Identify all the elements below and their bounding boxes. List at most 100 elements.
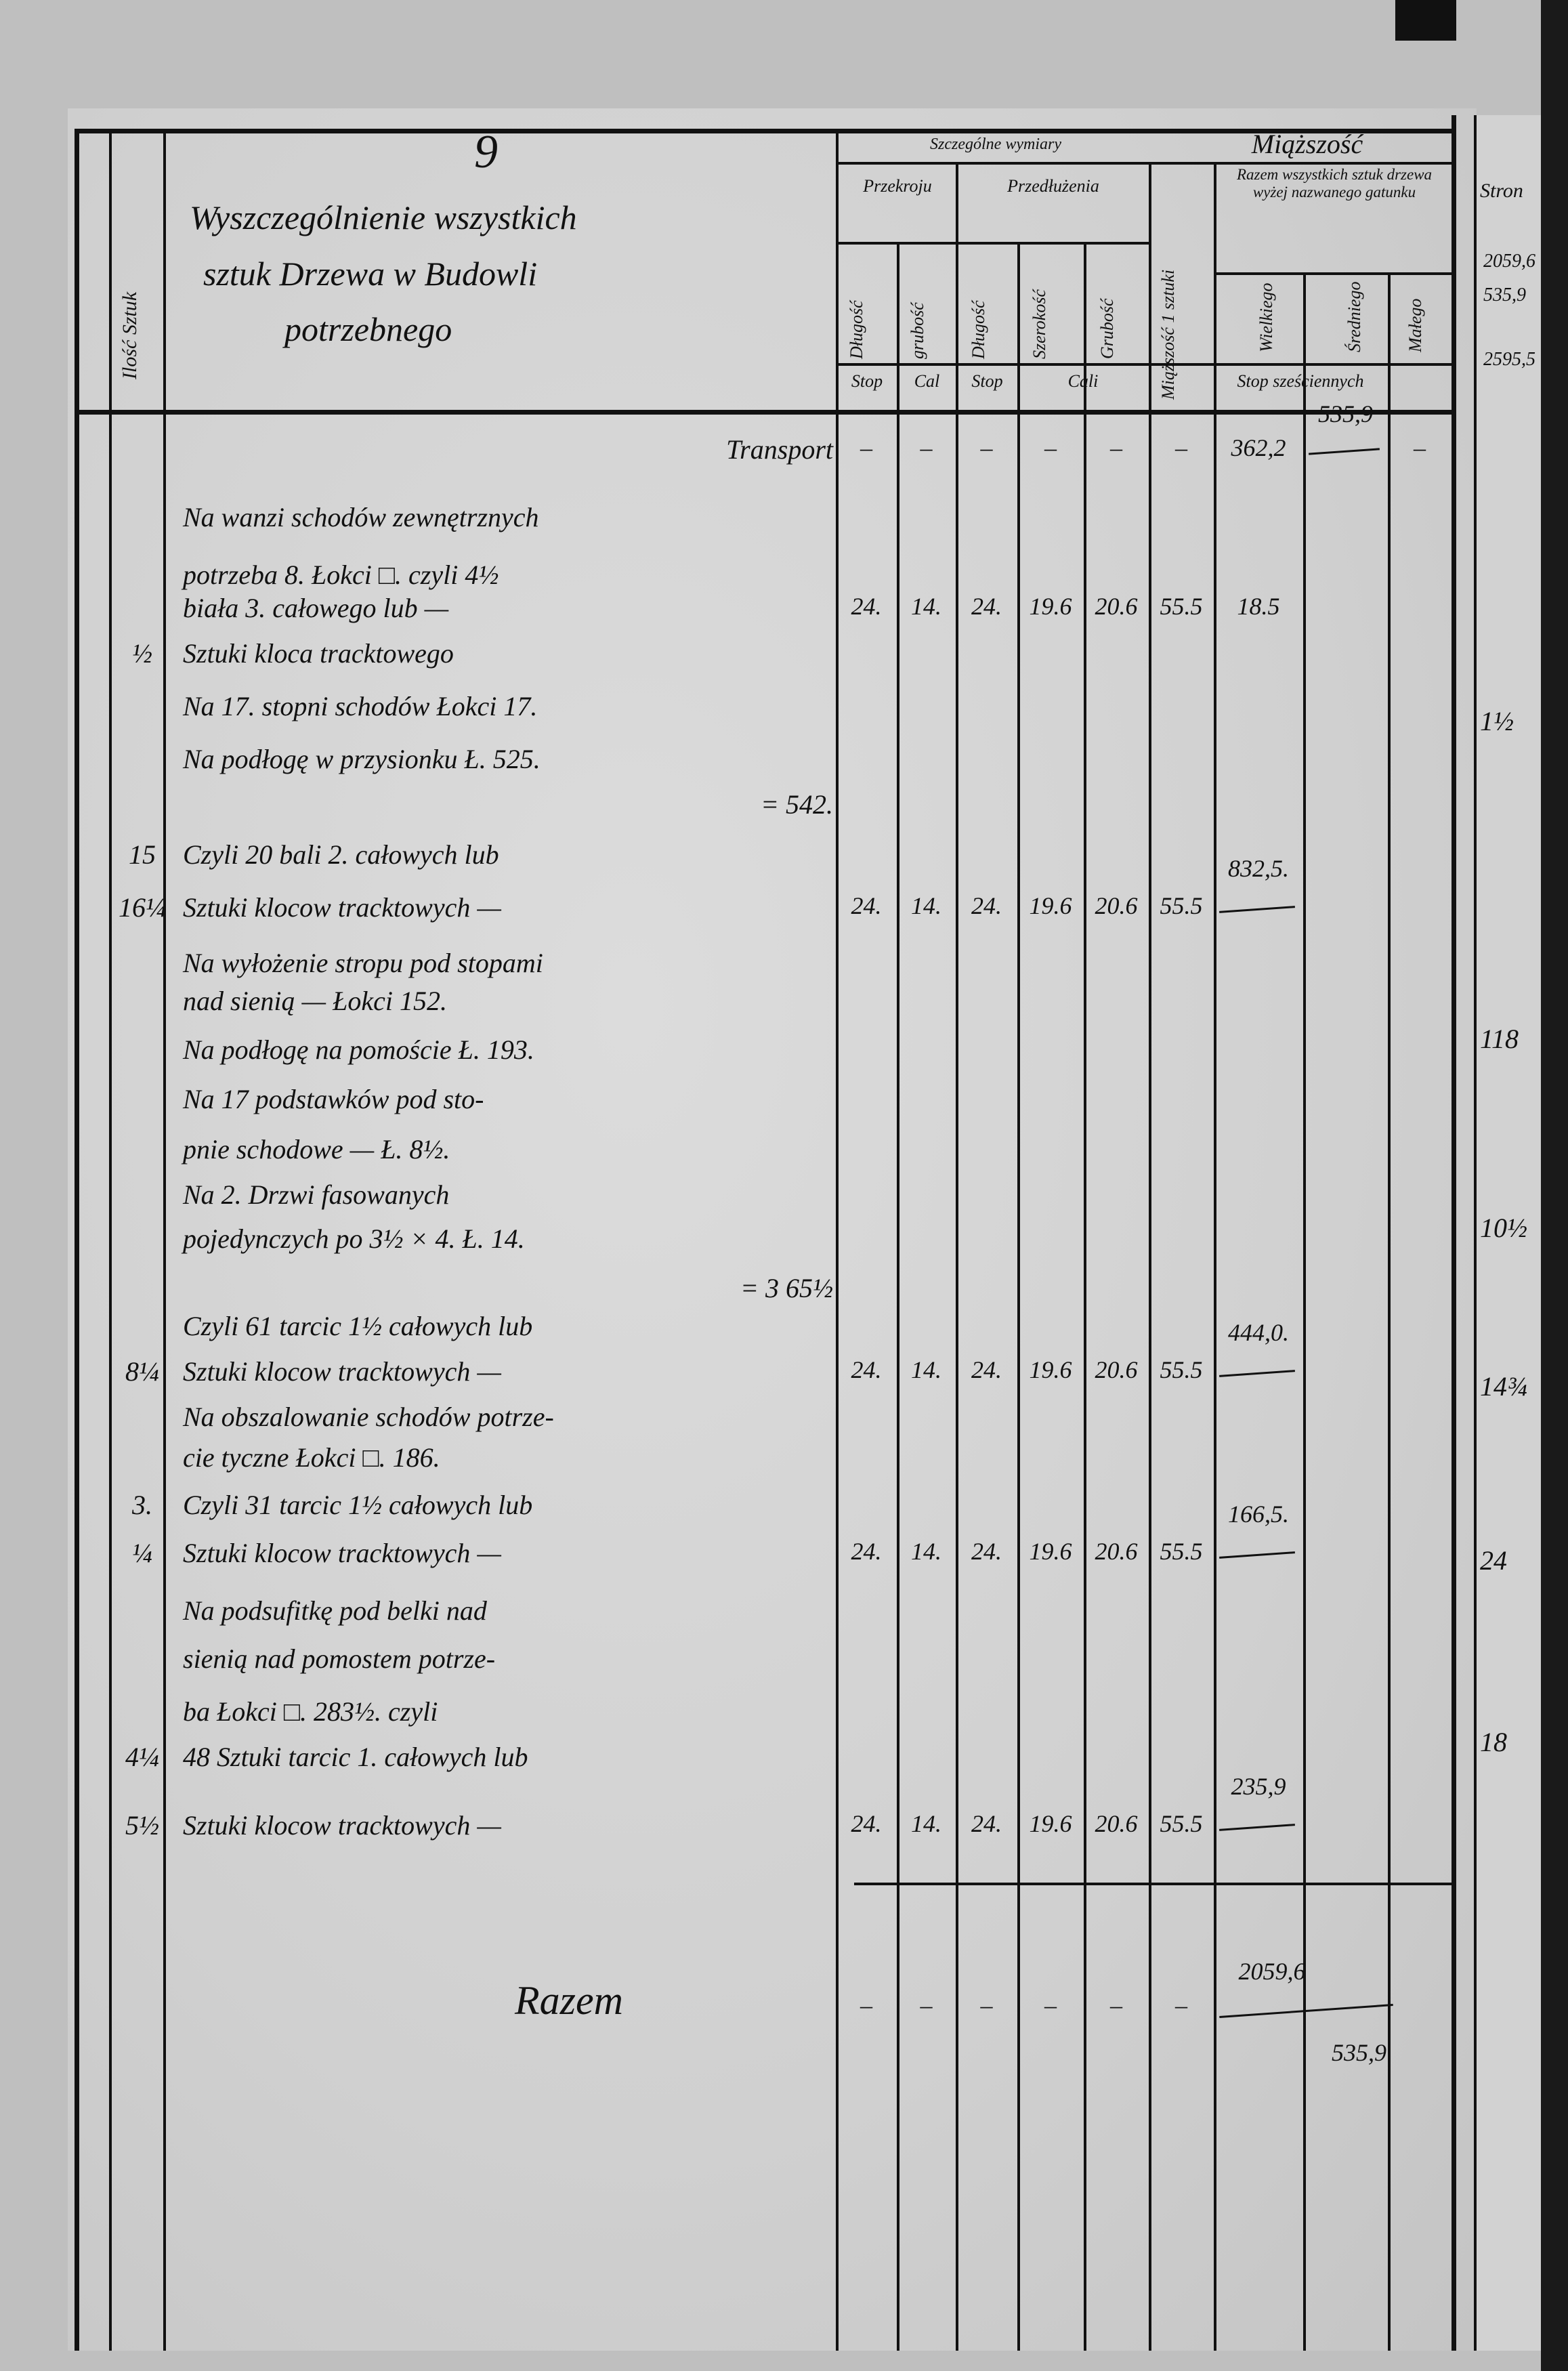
header-extension: Przedłużenia bbox=[1007, 176, 1099, 196]
rule-col bbox=[956, 162, 958, 2351]
margin-note: 15 bbox=[129, 839, 156, 870]
transport-value: – bbox=[920, 434, 933, 461]
entry-line: = 3 65½ bbox=[740, 1273, 833, 1303]
total-label: Razem bbox=[515, 1978, 623, 2023]
header-dimensions: Szczególne wymiary bbox=[930, 135, 1061, 153]
value-cell: 20.6 bbox=[1095, 1810, 1138, 1837]
rule-col bbox=[1452, 115, 1456, 2351]
header-column-label: grubość bbox=[908, 302, 927, 359]
page-title: Wyszczególnienie wszystkich sztuk Drzewa… bbox=[190, 190, 799, 358]
total-dash: – bbox=[1110, 1992, 1122, 2019]
entry-line: potrzeba 8. Łokci □. czyli 4½ bbox=[183, 560, 499, 590]
entry-line: Na wanzi schodów zewnętrznych bbox=[183, 502, 539, 532]
value-cell: 19.6 bbox=[1029, 892, 1072, 919]
header-column-label: Szerokość bbox=[1030, 289, 1049, 359]
header-quantity: Ilość Sztuk bbox=[119, 291, 141, 379]
entry-line: Na 17. stopni schodów Łokci 17. bbox=[183, 691, 538, 721]
rule-col bbox=[1474, 115, 1477, 2351]
value-cell: 19.6 bbox=[1029, 593, 1072, 620]
rule-header bbox=[836, 162, 1452, 165]
rule-col bbox=[1214, 162, 1216, 2351]
rule-col bbox=[1017, 242, 1020, 2351]
rule-top bbox=[75, 129, 1452, 133]
right-page-note: 24 bbox=[1480, 1545, 1507, 1576]
transport-value: – bbox=[1175, 434, 1187, 461]
transport-value: – bbox=[980, 434, 993, 461]
unit-stop: Stop bbox=[851, 371, 883, 391]
rule-col bbox=[163, 129, 166, 2351]
transport-value: 535,9 bbox=[1318, 400, 1373, 427]
entry-line: Sztuki klocow tracktowych — bbox=[183, 1538, 501, 1568]
value-cell: 24. bbox=[971, 892, 1002, 919]
entry-line: Na podsufitkę pod belki nad bbox=[183, 1595, 487, 1626]
entry-line: pojedynczych po 3½ × 4. Ł. 14. bbox=[183, 1223, 525, 1254]
value-cell: 24. bbox=[851, 1356, 882, 1383]
title-line: potrzebnego bbox=[284, 310, 452, 348]
value-cell: 14. bbox=[911, 1538, 941, 1565]
entry-line: pnie schodowe — Ł. 8½. bbox=[183, 1134, 450, 1164]
entry-line: = 542. bbox=[761, 789, 833, 820]
right-page-note: 10½ bbox=[1480, 1213, 1527, 1243]
margin-note: 16¼ bbox=[119, 892, 166, 923]
transport-value: – bbox=[1110, 434, 1122, 461]
right-page-note: 14¾ bbox=[1480, 1371, 1527, 1402]
header-column-label: Grubość bbox=[1097, 298, 1117, 359]
value-cell: 444,0. bbox=[1228, 1319, 1289, 1346]
entry-line: Na podłogę w przysionku Ł. 525. bbox=[183, 744, 541, 774]
total-dash: – bbox=[1044, 1992, 1057, 2019]
value-cell: 24. bbox=[971, 1810, 1002, 1837]
rule-col bbox=[836, 129, 839, 2351]
margin-note: 5½ bbox=[125, 1810, 159, 1841]
unit-cal: Cal bbox=[914, 371, 940, 391]
value-cell: 24. bbox=[851, 892, 882, 919]
total-dash: – bbox=[980, 1992, 993, 2019]
value-cell: 20.6 bbox=[1095, 892, 1138, 919]
value-cell: 55.5 bbox=[1160, 1356, 1203, 1383]
entry-line: sienią nad pomostem potrze- bbox=[183, 1643, 496, 1674]
entry-line: ba Łokci □. 283½. czyli bbox=[183, 1696, 438, 1727]
value-cell: 14. bbox=[911, 1356, 941, 1383]
rule-col bbox=[109, 129, 112, 2351]
entry-line: 48 Sztuki tarcic 1. całowych lub bbox=[183, 1742, 528, 1772]
value-cell: 19.6 bbox=[1029, 1538, 1072, 1565]
value-cell: 14. bbox=[911, 593, 941, 620]
entry-line: nad sienią — Łokci 152. bbox=[183, 986, 447, 1016]
value-cell: 19.6 bbox=[1029, 1356, 1072, 1383]
right-page-header: Stron bbox=[1480, 180, 1523, 202]
rule-header bbox=[836, 242, 1149, 245]
total-dash: – bbox=[860, 1992, 872, 2019]
transport-value: – bbox=[1044, 434, 1057, 461]
facing-page-fragment bbox=[1477, 115, 1544, 2351]
transport-value: 362,2 bbox=[1231, 434, 1286, 461]
header-cross-section: Przekroju bbox=[863, 176, 932, 196]
entry-line: Na podłogę na pomoście Ł. 193. bbox=[183, 1034, 534, 1065]
entry-line: Czyli 31 tarcic 1½ całowych lub bbox=[183, 1490, 533, 1520]
value-cell: 235,9 bbox=[1231, 1773, 1286, 1800]
title-line: sztuk Drzewa w Budowli bbox=[203, 254, 538, 293]
unit-cubic-feet: Stop sześciennych bbox=[1237, 371, 1364, 391]
total-dash: – bbox=[920, 1992, 933, 2019]
margin-note: 8¼ bbox=[125, 1356, 159, 1387]
value-cell: 55.5 bbox=[1160, 1810, 1203, 1837]
title-line: Wyszczególnienie wszystkich bbox=[190, 198, 577, 236]
rule-col bbox=[897, 242, 899, 2351]
value-cell: 24. bbox=[971, 593, 1002, 620]
book-edge bbox=[1541, 0, 1568, 2371]
entry-line: Transport bbox=[726, 434, 833, 465]
value-cell: 20.6 bbox=[1095, 1538, 1138, 1565]
entry-line: Sztuki klocow tracktowych — bbox=[183, 1810, 501, 1841]
entry-line: Sztuki klocow tracktowych — bbox=[183, 892, 501, 923]
unit-stop: Stop bbox=[971, 371, 1003, 391]
rule-header bbox=[1214, 272, 1452, 275]
total-secondary: 535,9 bbox=[1332, 2039, 1386, 2066]
unit-cali: Cali bbox=[1067, 371, 1099, 391]
value-cell: 24. bbox=[851, 1538, 882, 1565]
value-cell: 55.5 bbox=[1160, 892, 1203, 919]
value-cell: 14. bbox=[911, 1810, 941, 1837]
value-cell: 24. bbox=[851, 1810, 882, 1837]
value-cell: 832,5. bbox=[1228, 855, 1289, 882]
margin-note: ½ bbox=[132, 638, 152, 669]
header-volume-total: Razem wszystkich sztuk drzewa wyżej nazw… bbox=[1236, 166, 1433, 201]
value-cell: 55.5 bbox=[1160, 1538, 1203, 1565]
entry-line: Na obszalowanie schodów potrze- bbox=[183, 1402, 554, 1432]
